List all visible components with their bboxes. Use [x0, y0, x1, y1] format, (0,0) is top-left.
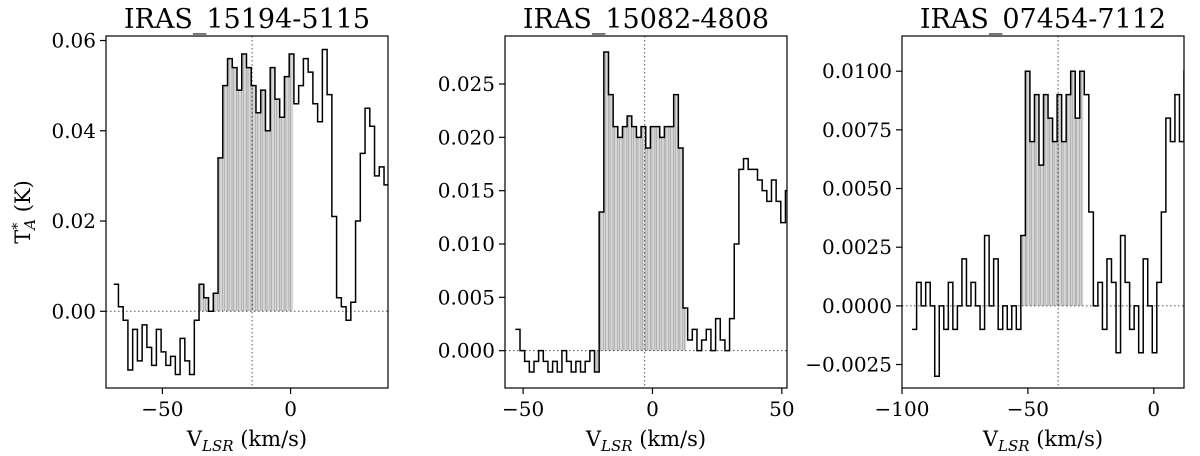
y-tick-label: 0.0100: [822, 59, 892, 83]
x-axis-label: VLSR (km/s): [982, 427, 1103, 455]
y-tick-label: 0.015: [438, 179, 495, 203]
x-tick-label: −50: [141, 397, 183, 421]
y-tick-label: 0.0050: [822, 177, 892, 201]
x-tick-label: −50: [1007, 397, 1049, 421]
panel-iras-15082-4808: 0.000 0.005 0.010 0.015 0.020 0.025 −50 0 50 IRAS…: [438, 4, 795, 455]
axes-frame: [105, 35, 389, 389]
axes-frame: [504, 35, 788, 389]
area-hatch: [200, 54, 291, 312]
panel-title: IRAS_15194-5115: [124, 4, 370, 35]
y-tick-label: 0.020: [438, 125, 495, 149]
x-tick-label: 0: [1147, 397, 1160, 421]
y-tick-label: 0.025: [438, 72, 495, 96]
x-tick-label: 0: [646, 397, 659, 421]
panel-title: IRAS_15082-4808: [523, 4, 769, 35]
y-tick-label: 0.005: [438, 285, 495, 309]
x-tick-label: 0: [284, 397, 297, 421]
y-tick-label: 0.0025: [822, 235, 892, 259]
y-tick-label: −0.0025: [805, 353, 892, 377]
y-tick-label: 0.010: [438, 232, 495, 256]
y-axis-label: T*A (K): [10, 180, 39, 244]
x-tick-label: −50: [502, 397, 544, 421]
y-tick-label: 0.06: [51, 29, 96, 53]
x-axis-label: VLSR (km/s): [186, 427, 307, 455]
y-tick-label: 0.0000: [822, 294, 892, 318]
y-tick-label: 0.04: [51, 119, 96, 143]
panel-iras-15194-5115: 0.00 0.02 0.04 0.06 −50 0 IRAS_15194-5115 VLSR …: [10, 4, 389, 455]
panel-title: IRAS_07454-7112: [920, 4, 1166, 35]
x-tick-label: 50: [769, 397, 794, 421]
y-tick-label: 0.000: [438, 339, 495, 363]
x-axis-label: VLSR (km/s): [585, 427, 706, 455]
spectrum-line: [515, 51, 787, 373]
spectrum-line: [113, 48, 388, 376]
axes-frame: [901, 35, 1185, 389]
y-tick-label: 0.0075: [822, 118, 892, 142]
y-tick-label: 0.00: [51, 299, 96, 323]
plot-area: [505, 36, 787, 388]
plot-area: [106, 36, 388, 388]
spectrum-line: [912, 70, 1184, 378]
plot-area: [902, 36, 1184, 388]
x-tick-label: −100: [875, 397, 930, 421]
y-tick-label: 0.02: [51, 209, 96, 233]
panel-iras-07454-7112: −0.0025 0.0000 0.0025 0.0050 0.0075 0.0100 −10…: [805, 4, 1185, 455]
integrated-area: [198, 54, 294, 321]
